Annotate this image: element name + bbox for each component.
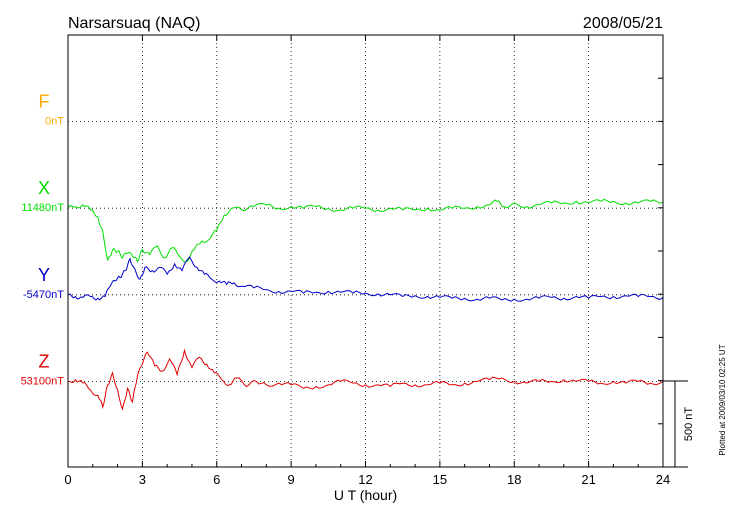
series-name-label: Z [39, 351, 50, 371]
series-baseline-label: 11480nT [21, 202, 64, 214]
x-tick-label: 15 [433, 472, 447, 487]
x-axis-label: U T (hour) [334, 487, 397, 503]
series-name-label: X [38, 178, 50, 198]
series-labels: F 0nT X 11480nT Y -5470nT Z 53100nT [21, 92, 65, 388]
series-name-label: F [39, 92, 50, 112]
grid-lines [68, 35, 663, 467]
chart-title: Narsarsuaq (NAQ) [68, 15, 200, 32]
series-lines [67, 198, 664, 411]
series-line-z [67, 348, 664, 411]
x-tick-label: 3 [139, 472, 146, 487]
series-name-label: Y [38, 265, 50, 285]
series-baseline-label: 0nT [45, 116, 64, 128]
series-line-x [67, 198, 664, 263]
x-tick-label: 24 [656, 472, 670, 487]
chart-date: 2008/05/21 [583, 15, 663, 32]
x-tick-label: 18 [507, 472, 521, 487]
x-tick-label: 0 [64, 472, 71, 487]
series-line-y [67, 256, 664, 302]
x-axis-ticks: 0 3 6 9 12 15 18 21 24 [64, 34, 670, 487]
series-baseline-label: -5470nT [23, 289, 64, 301]
scale-bar: 500 nT [663, 380, 695, 468]
series-baseline-label: 53100nT [21, 375, 65, 387]
x-tick-label: 12 [358, 472, 372, 487]
x-tick-label: 21 [581, 472, 595, 487]
plotted-at-footer: Plotted at 2009/03/10 02:25 UT [718, 344, 727, 455]
x-tick-label: 6 [213, 472, 220, 487]
x-tick-label: 9 [288, 472, 295, 487]
scale-bar-label: 500 nT [683, 407, 695, 442]
